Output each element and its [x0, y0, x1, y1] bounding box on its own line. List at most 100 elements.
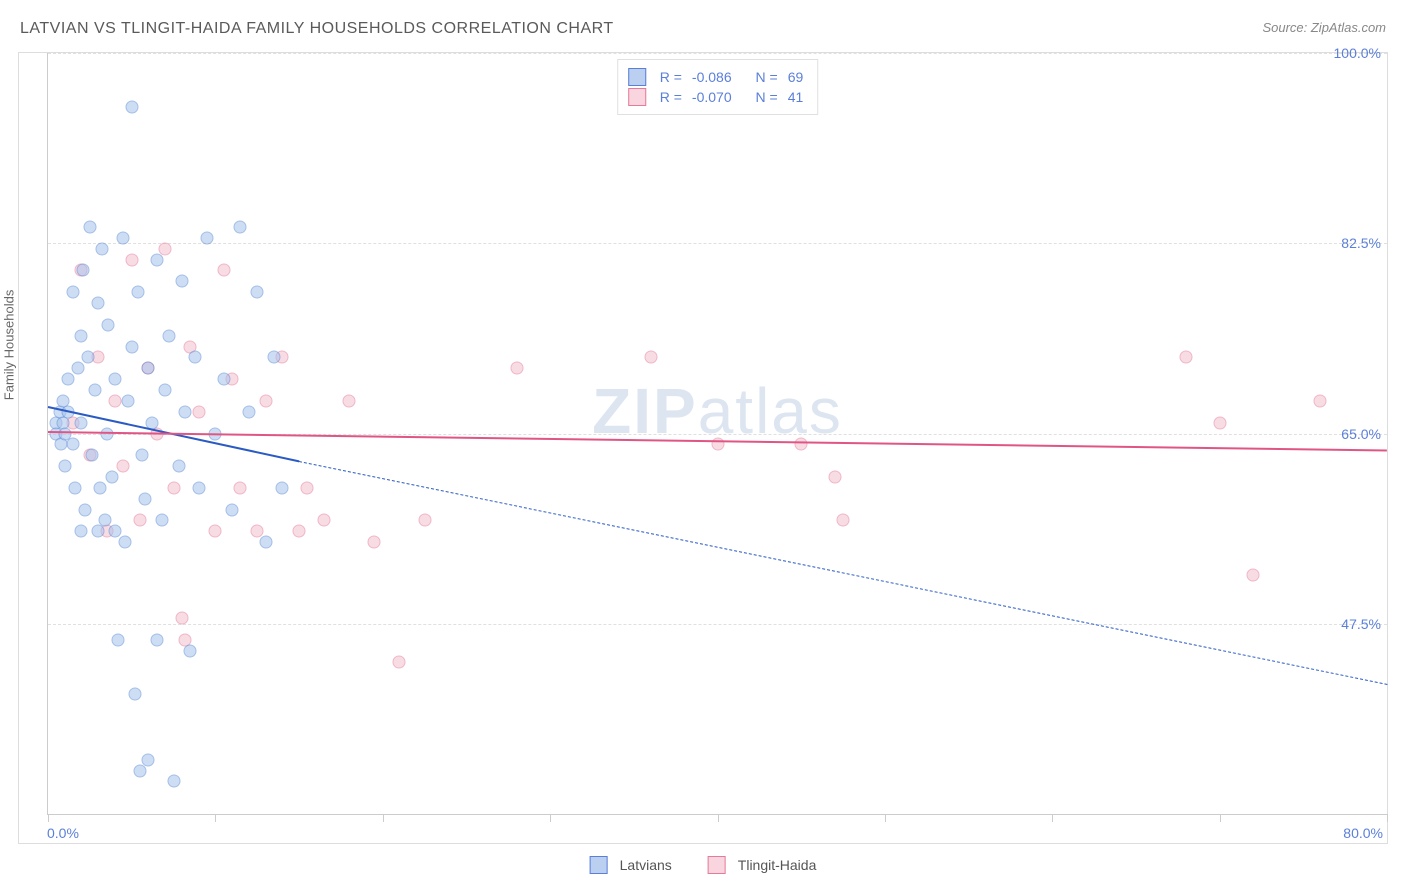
data-point	[167, 481, 180, 494]
data-point	[189, 351, 202, 364]
data-point	[510, 362, 523, 375]
x-tick	[1220, 814, 1221, 822]
swatch-icon	[628, 68, 646, 86]
swatch-icon	[628, 88, 646, 106]
data-point	[75, 525, 88, 538]
data-point	[175, 275, 188, 288]
data-point	[828, 470, 841, 483]
data-point	[117, 460, 130, 473]
x-tick	[718, 814, 719, 822]
data-point	[125, 101, 138, 114]
data-point	[259, 394, 272, 407]
data-point	[368, 536, 381, 549]
data-point	[301, 481, 314, 494]
gridline	[48, 624, 1387, 625]
chart-title: LATVIAN VS TLINGIT-HAIDA FAMILY HOUSEHOL…	[20, 20, 614, 37]
data-point	[343, 394, 356, 407]
data-point	[192, 405, 205, 418]
data-point	[234, 220, 247, 233]
chart-container: Family Households ZIPatlas R = -0.086 N …	[18, 52, 1388, 844]
data-point	[1180, 351, 1193, 364]
y-axis-label: Family Households	[2, 290, 17, 401]
data-point	[1213, 416, 1226, 429]
source-label: Source: ZipAtlas.com	[1262, 20, 1386, 35]
legend-row-latvians: R = -0.086 N = 69	[628, 68, 804, 86]
data-point	[78, 503, 91, 516]
data-point	[75, 416, 88, 429]
data-point	[67, 286, 80, 299]
data-point	[318, 514, 331, 527]
data-point	[68, 481, 81, 494]
data-point	[75, 329, 88, 342]
data-point	[62, 373, 75, 386]
data-point	[82, 351, 95, 364]
plot-area: ZIPatlas R = -0.086 N = 69 R = -0.070 N …	[47, 53, 1387, 815]
y-tick-label: 100.0%	[1334, 45, 1381, 61]
data-point	[139, 492, 152, 505]
x-tick	[550, 814, 551, 822]
data-point	[167, 775, 180, 788]
data-point	[184, 644, 197, 657]
x-tick	[215, 814, 216, 822]
y-tick-label: 82.5%	[1341, 235, 1381, 251]
data-point	[209, 525, 222, 538]
data-point	[95, 242, 108, 255]
data-point	[251, 286, 264, 299]
data-point	[172, 460, 185, 473]
data-point	[83, 220, 96, 233]
data-point	[1314, 394, 1327, 407]
regression-line	[299, 461, 1387, 685]
x-axis-min: 0.0%	[47, 825, 79, 841]
data-point	[795, 438, 808, 451]
data-point	[242, 405, 255, 418]
data-point	[105, 470, 118, 483]
data-point	[837, 514, 850, 527]
x-tick	[1052, 814, 1053, 822]
y-tick-label: 47.5%	[1341, 616, 1381, 632]
data-point	[142, 753, 155, 766]
data-point	[92, 297, 105, 310]
data-point	[267, 351, 280, 364]
data-point	[88, 384, 101, 397]
data-point	[92, 525, 105, 538]
data-point	[85, 449, 98, 462]
data-point	[276, 481, 289, 494]
data-point	[293, 525, 306, 538]
legend-item-tlingit: Tlingit-Haida	[708, 856, 817, 874]
data-point	[108, 373, 121, 386]
x-tick	[48, 814, 49, 822]
data-point	[142, 362, 155, 375]
data-point	[125, 253, 138, 266]
data-point	[122, 394, 135, 407]
data-point	[179, 405, 192, 418]
data-point	[259, 536, 272, 549]
swatch-icon	[708, 856, 726, 874]
data-point	[217, 264, 230, 277]
x-tick	[1387, 814, 1388, 822]
x-axis-max: 80.0%	[1343, 825, 1383, 841]
data-point	[67, 438, 80, 451]
data-point	[129, 688, 142, 701]
data-point	[159, 242, 172, 255]
legend-row-tlingit: R = -0.070 N = 41	[628, 88, 804, 106]
data-point	[234, 481, 247, 494]
x-tick	[885, 814, 886, 822]
data-point	[150, 253, 163, 266]
data-point	[1247, 568, 1260, 581]
data-point	[117, 231, 130, 244]
swatch-icon	[590, 856, 608, 874]
data-point	[112, 634, 125, 647]
data-point	[159, 384, 172, 397]
data-point	[155, 514, 168, 527]
data-point	[134, 514, 147, 527]
y-tick-label: 65.0%	[1341, 426, 1381, 442]
data-point	[135, 449, 148, 462]
data-point	[93, 481, 106, 494]
data-point	[58, 460, 71, 473]
data-point	[150, 634, 163, 647]
data-point	[226, 503, 239, 516]
gridline	[48, 243, 1387, 244]
data-point	[192, 481, 205, 494]
data-point	[108, 525, 121, 538]
bottom-legend: Latvians Tlingit-Haida	[590, 856, 817, 874]
